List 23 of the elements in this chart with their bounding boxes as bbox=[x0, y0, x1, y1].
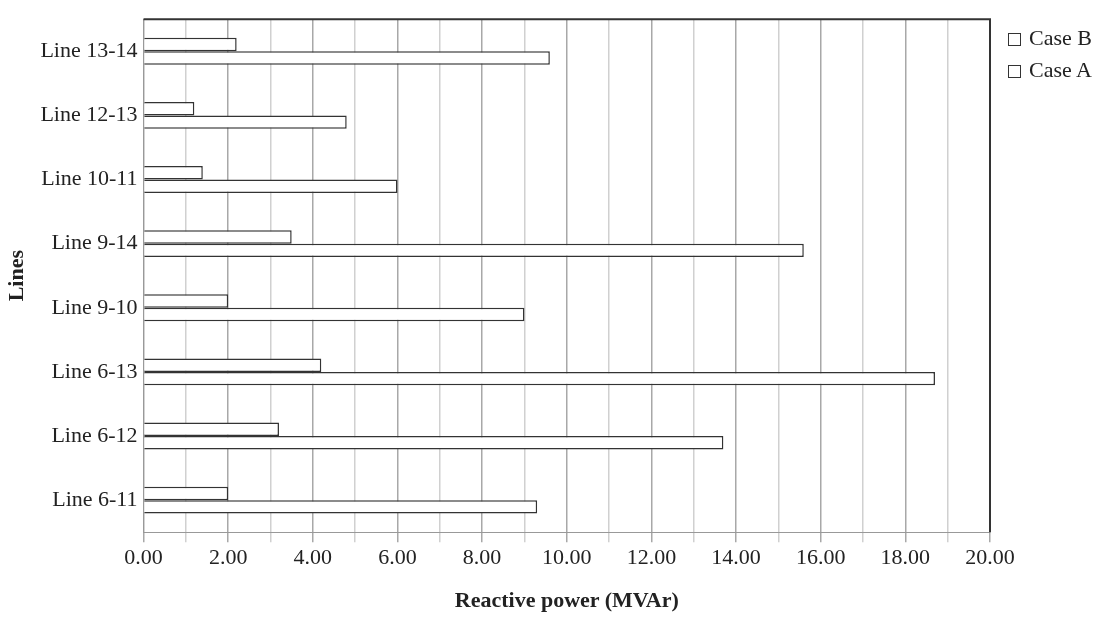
x-tick-label: 12.00 bbox=[626, 544, 677, 570]
x-tick-label: 4.00 bbox=[293, 544, 333, 570]
x-tick-label: 18.00 bbox=[880, 544, 931, 570]
x-axis-title: Reactive power (MVAr) bbox=[454, 587, 679, 613]
text: 0.00 bbox=[124, 544, 163, 570]
x-tick-label: 2.00 bbox=[208, 544, 248, 570]
y-tick-label: Line 12-13 bbox=[40, 101, 138, 127]
y-tick-label: Line 6-12 bbox=[51, 421, 138, 447]
y-tick-label: Line 9-10 bbox=[51, 293, 138, 319]
y-tick-label: Line 6-13 bbox=[51, 357, 138, 383]
y-axis-title: Lines bbox=[2, 249, 28, 302]
x-tick-label: 14.00 bbox=[711, 544, 761, 570]
y-tick-label: Line 6-11 bbox=[52, 485, 138, 511]
x-tick-label: 8.00 bbox=[462, 544, 502, 570]
x-tick-label: 20.00 bbox=[965, 544, 1015, 570]
x-tick-label: 16.00 bbox=[795, 544, 846, 570]
y-tick-label: Line 13-14 bbox=[40, 37, 138, 63]
y-tick-label: Line 9-14 bbox=[51, 229, 138, 255]
text: Case A bbox=[1029, 57, 1092, 82]
text: Case B bbox=[1029, 25, 1092, 50]
x-tick-label: 6.00 bbox=[378, 544, 417, 570]
y-tick-label: Line 10-11 bbox=[41, 165, 138, 191]
x-tick-label: 10.00 bbox=[542, 544, 592, 570]
